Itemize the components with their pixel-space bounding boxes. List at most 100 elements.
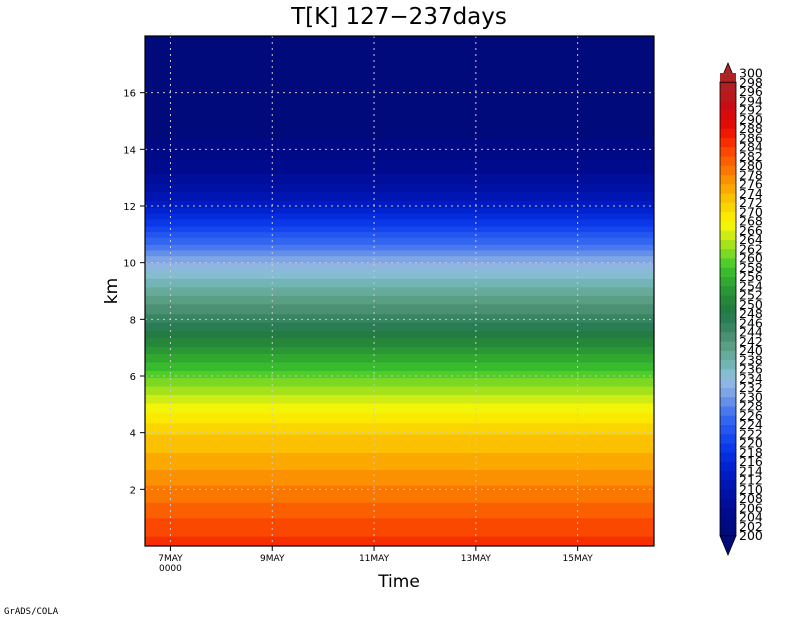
colorbar-label: 298	[739, 75, 763, 90]
colorbar-swatch	[720, 100, 736, 111]
contour-band	[145, 368, 654, 371]
colorbar-swatch	[720, 461, 736, 472]
contour-band	[145, 435, 654, 438]
contour-band	[145, 128, 654, 131]
contour-band	[145, 215, 654, 218]
colorbar-label: 278	[739, 167, 763, 182]
contour-band	[145, 326, 654, 329]
contour-band	[145, 278, 654, 281]
contour-band	[145, 147, 654, 150]
contour-band	[145, 75, 654, 78]
contour-band	[145, 43, 654, 46]
colorbar-swatch	[720, 350, 736, 361]
contour-band	[145, 77, 654, 80]
colorbar-swatch	[720, 517, 736, 527]
colorbar-swatch	[720, 267, 736, 277]
contour-band	[145, 541, 654, 544]
contour-band	[145, 506, 654, 509]
contour-band	[145, 325, 654, 328]
contour-band	[145, 320, 654, 323]
contour-band	[145, 217, 654, 220]
contour-band	[145, 510, 654, 513]
contour-band	[145, 428, 654, 431]
contour-band	[145, 378, 654, 381]
contour-band	[145, 390, 654, 393]
contour-band	[145, 194, 654, 197]
colorbar-swatch	[720, 248, 736, 259]
contour-band	[145, 512, 654, 515]
contour-band	[145, 119, 654, 122]
contour-band	[145, 149, 654, 152]
contour-band	[145, 398, 654, 401]
contour-band	[145, 40, 654, 43]
contour-band	[145, 425, 654, 428]
contour-band	[145, 519, 654, 522]
contour-band	[145, 266, 654, 269]
contour-band	[145, 478, 654, 481]
contour-band	[145, 381, 654, 384]
colorbar-swatch	[720, 470, 736, 481]
colorbar-label: 258	[739, 260, 763, 275]
colorbar-label: 280	[739, 158, 763, 173]
contour-band	[145, 88, 654, 91]
contour-band	[145, 55, 654, 58]
contour-band	[145, 235, 654, 238]
contour-band	[145, 445, 654, 448]
contour-band	[145, 275, 654, 278]
y-tick-label: 14	[123, 145, 136, 156]
contour-band	[145, 434, 654, 437]
contour-band	[145, 337, 654, 340]
colorbar-swatch	[720, 396, 736, 407]
contour-band	[145, 174, 654, 177]
contour-band	[145, 412, 654, 415]
contour-band	[145, 473, 654, 476]
contour-band	[145, 143, 654, 146]
contour-band	[145, 84, 654, 87]
colorbar-label: 286	[739, 130, 763, 145]
contour-band	[145, 470, 654, 473]
contour-band	[145, 461, 654, 464]
contour-band	[145, 288, 654, 291]
contour-band	[145, 376, 654, 379]
contour-band	[145, 96, 654, 99]
contour-band	[145, 125, 654, 128]
colorbar-swatch	[720, 285, 736, 296]
colorbar-label: 274	[739, 186, 763, 201]
contour-band	[145, 204, 654, 207]
contour-band	[145, 157, 654, 160]
contour-band	[145, 499, 654, 502]
contour-band	[145, 513, 654, 516]
contour-band	[145, 393, 654, 396]
contour-band	[145, 432, 654, 435]
colorbar-swatch	[720, 276, 736, 287]
contour-band	[145, 65, 654, 68]
contour-band	[145, 516, 654, 519]
colorbar-label: 216	[739, 454, 763, 469]
contour-band	[145, 336, 654, 339]
contour-band	[145, 101, 654, 104]
contour-band	[145, 536, 654, 539]
contour-band	[145, 402, 654, 405]
contour-band	[145, 496, 654, 499]
contour-band	[145, 308, 654, 311]
colorbar-swatch	[720, 480, 736, 490]
contour-band	[145, 317, 654, 320]
colorbar-label: 232	[739, 380, 763, 395]
contour-band	[145, 401, 654, 404]
contour-band	[145, 485, 654, 488]
contour-band	[145, 191, 654, 194]
contour-band	[145, 285, 654, 288]
contour-band	[145, 257, 654, 260]
contour-band	[145, 145, 654, 148]
contour-band	[145, 303, 654, 306]
contour-band	[145, 130, 654, 133]
contour-band	[145, 176, 654, 179]
contour-band	[145, 397, 654, 400]
colorbar-swatch	[720, 119, 736, 129]
contour-band	[145, 92, 654, 95]
credit-label: GrADS/COLA	[4, 607, 59, 617]
contour-band	[145, 408, 654, 411]
contour-band	[145, 366, 654, 369]
contour-band	[145, 363, 654, 366]
contour-band	[145, 353, 654, 356]
